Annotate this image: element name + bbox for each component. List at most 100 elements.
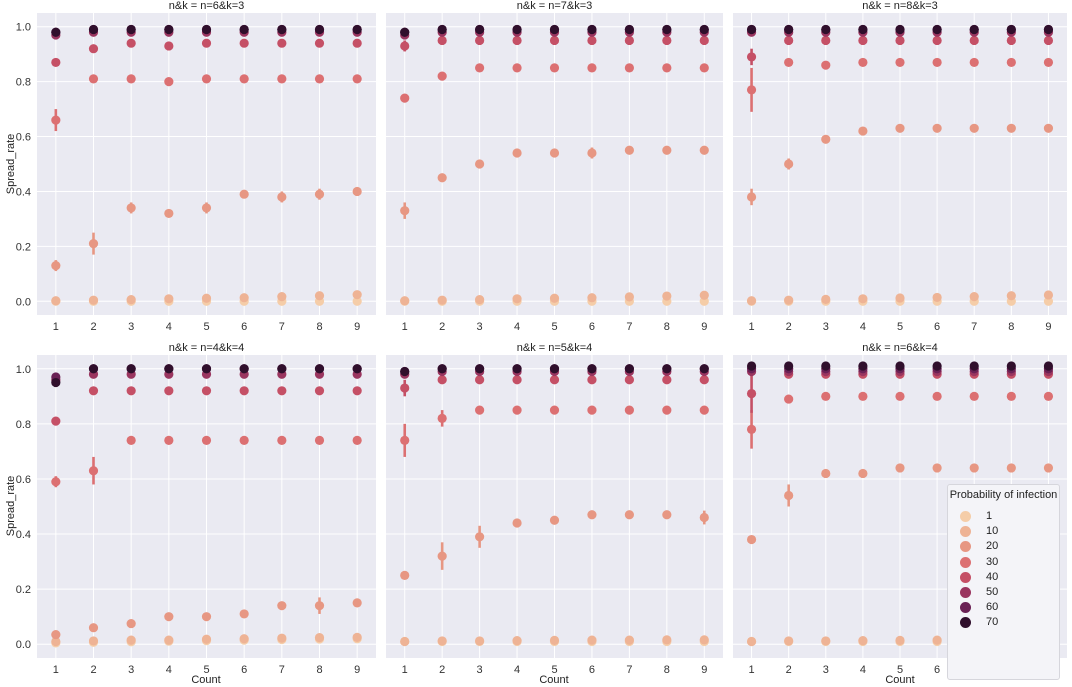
legend-swatch <box>960 602 971 614</box>
data-point <box>746 52 757 62</box>
data-point <box>587 405 597 415</box>
x-tick-label: 3 <box>128 321 134 333</box>
x-tick-label: 1 <box>402 321 408 333</box>
data-point <box>314 189 325 199</box>
x-tick-label: 5 <box>897 321 903 333</box>
data-point <box>126 386 136 396</box>
data-point <box>88 364 99 374</box>
y-tick-label: 0.0 <box>16 296 31 308</box>
x-tick-label: 9 <box>701 321 707 333</box>
x-tick-label: 2 <box>439 321 445 333</box>
data-point <box>969 391 979 401</box>
data-point <box>512 364 522 374</box>
data-point <box>437 364 447 374</box>
data-point <box>352 290 362 300</box>
data-point <box>587 24 597 35</box>
x-tick-label: 2 <box>786 664 792 676</box>
data-point <box>400 570 410 580</box>
data-point <box>858 24 868 35</box>
legend-swatch <box>960 587 971 598</box>
data-point <box>51 296 61 306</box>
y-tick-label: 0.6 <box>16 474 31 486</box>
x-tick-label: 3 <box>823 664 829 676</box>
data-point <box>699 63 709 73</box>
data-point <box>126 38 136 48</box>
x-tick-label: 3 <box>823 321 829 333</box>
data-point <box>1043 463 1054 473</box>
legend-swatch <box>960 617 971 629</box>
data-point <box>126 364 136 374</box>
data-point <box>512 294 522 304</box>
panel-5: 1 2 3 4 5 6 7 8 9 n&k = n=5&k=4 <box>386 342 723 676</box>
data-point <box>858 468 868 479</box>
data-point <box>858 636 868 646</box>
data-point <box>662 35 672 46</box>
data-point <box>88 24 99 35</box>
x-tick-label: 3 <box>128 664 134 676</box>
data-point <box>662 364 672 374</box>
data-point <box>969 35 979 46</box>
y-axis-label: Spread_rate <box>5 476 17 537</box>
x-tick-label: 1 <box>748 321 754 333</box>
x-tick-label: 7 <box>279 664 285 676</box>
data-point <box>624 375 634 385</box>
data-point <box>239 386 249 396</box>
x-tick-label: 4 <box>166 664 172 676</box>
data-point <box>932 361 942 371</box>
data-point <box>932 391 942 401</box>
data-point <box>587 35 597 46</box>
data-point <box>201 293 212 303</box>
data-point <box>277 74 287 84</box>
data-point <box>784 490 794 501</box>
data-point <box>895 24 905 35</box>
data-point <box>400 93 410 103</box>
x-tick-label: 4 <box>514 664 520 676</box>
legend-swatch <box>960 511 971 522</box>
data-point <box>277 38 287 48</box>
data-point <box>352 38 362 48</box>
data-point <box>51 27 61 37</box>
data-point <box>549 405 560 415</box>
data-point <box>587 63 597 73</box>
chart-legend: Probability of infection 1 10 20 30 40 50 60 70 <box>947 484 1060 680</box>
data-point <box>1043 391 1054 401</box>
panel-1: 0.0 0.2 0.4 0.6 0.8 1.0 1 2 3 4 5 6 7 8 9 n&k = n=6&k=3 <box>16 0 376 333</box>
data-point <box>858 57 868 68</box>
x-tick-label: 5 <box>551 664 557 676</box>
data-point <box>314 386 325 396</box>
legend-swatch <box>960 571 971 583</box>
data-point <box>969 57 979 68</box>
data-point <box>164 77 174 87</box>
data-point <box>51 260 61 271</box>
x-tick-label: 1 <box>748 664 754 676</box>
y-tick-label: 0.8 <box>16 77 31 89</box>
x-tick-label: 1 <box>402 664 408 676</box>
x-tick-label: 7 <box>971 321 977 333</box>
data-point <box>1006 291 1016 301</box>
data-point <box>662 375 672 385</box>
x-tick-label: 3 <box>477 321 483 333</box>
data-point <box>1043 57 1054 68</box>
data-point <box>895 463 905 473</box>
legend-swatch <box>960 526 971 538</box>
data-point <box>51 477 61 487</box>
data-point <box>352 632 362 642</box>
data-point <box>1006 57 1016 68</box>
data-point <box>201 435 212 445</box>
data-point <box>1043 296 1054 306</box>
data-point <box>400 435 410 445</box>
y-tick-label: 0.0 <box>16 639 31 651</box>
data-point <box>969 361 979 371</box>
data-point <box>932 123 942 133</box>
data-point <box>699 35 709 46</box>
data-point <box>549 375 560 385</box>
legend-swatch <box>960 556 971 568</box>
data-point <box>126 74 136 84</box>
data-point <box>699 145 709 155</box>
data-point <box>821 636 831 646</box>
data-point <box>821 35 831 46</box>
panel-title: n&k = n=6&k=4 <box>862 342 938 354</box>
data-point <box>400 366 410 377</box>
data-point <box>475 405 485 415</box>
data-point <box>475 63 485 73</box>
